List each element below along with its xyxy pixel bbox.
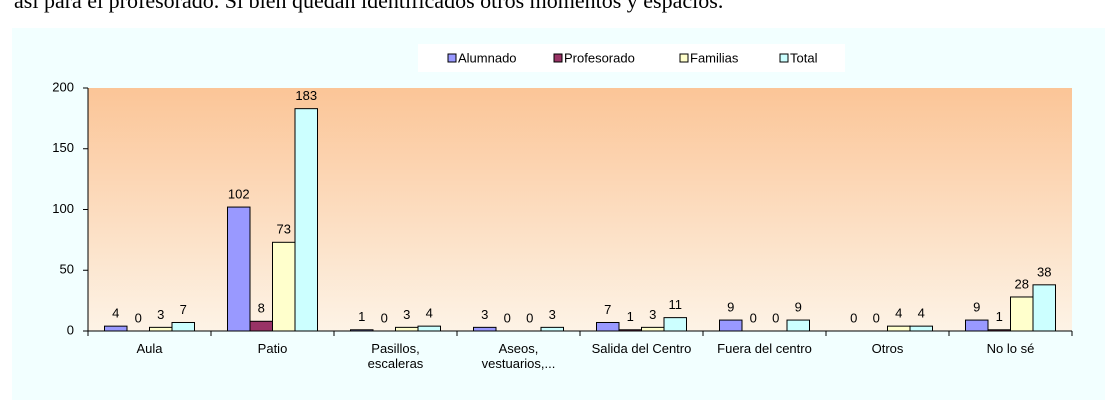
bar [719,319,743,332]
legend-label: Total [790,50,818,65]
data-label: 3 [157,307,164,322]
bar [540,326,564,332]
bar [618,329,642,332]
legend-swatch [679,53,689,63]
legend-swatch [553,53,563,63]
bar [249,320,273,332]
data-label: 7 [604,302,611,317]
bar [596,321,620,332]
x-tick-label: Patio [257,341,288,356]
bar [272,241,296,332]
data-label: 3 [481,307,488,322]
plot-area [88,88,1072,331]
legend-label: Familias [690,50,739,65]
y-tick-label: 50 [60,262,74,277]
x-tick-label: Pasillos, escaleras [367,341,424,371]
bar [887,325,911,332]
bar [294,108,318,332]
x-tick-label: Salida del Centro [591,341,692,356]
data-label: 1 [358,309,365,324]
y-tick-label: 200 [52,79,74,94]
bar [965,319,989,332]
data-label: 3 [549,307,556,322]
data-label: 3 [649,307,656,322]
y-tick-label: 0 [67,322,74,337]
data-label: 0 [504,310,511,325]
data-label: 0 [526,310,533,325]
data-label: 0 [381,310,388,325]
bar [987,329,1011,332]
data-label: 11 [669,297,683,312]
data-label: 8 [258,301,265,316]
bar [104,325,128,332]
bar [350,329,374,332]
legend-box [418,44,845,72]
x-tick-label: Aseos, vestuarios,... [481,341,556,371]
bar [909,325,933,332]
data-label: 3 [403,307,410,322]
data-label: 183 [295,88,317,103]
data-label: 9 [727,300,734,315]
data-label: 0 [135,310,142,325]
bar [1032,284,1056,332]
data-label: 0 [750,310,757,325]
data-label: 0 [850,310,857,325]
data-label: 1 [627,309,634,324]
bar [663,317,687,332]
legend-swatch [779,53,789,63]
data-label: 9 [795,300,802,315]
data-label: 0 [873,310,880,325]
document-line: así para el profesorado. Si bien quedan … [14,0,724,13]
data-label: 4 [918,306,925,321]
x-tick-label: Otros [871,341,904,356]
data-label: 4 [895,306,902,321]
x-tick-label: Aula [136,341,163,356]
bar [171,321,195,332]
data-label: 73 [277,222,291,237]
legend-label: Alumnado [458,50,517,65]
bar [473,326,497,332]
bar [417,325,441,332]
y-tick-label: 150 [52,140,74,155]
data-label: 0 [772,310,779,325]
data-label: 28 [1015,276,1029,291]
data-label: 7 [180,302,187,317]
x-tick-label: No lo sé [986,341,1035,356]
bar [1010,296,1034,332]
bar [786,319,810,332]
data-label: 4 [426,306,433,321]
bar [227,206,251,332]
legend-swatch [447,53,457,63]
data-label: 102 [228,187,250,202]
bar [641,326,665,332]
data-label: 1 [996,309,1003,324]
data-label: 9 [973,300,980,315]
bar [149,326,173,332]
data-label: 38 [1037,264,1051,279]
x-tick-label: Fuera del centro [717,341,812,356]
bar [395,326,419,332]
data-label: 4 [112,306,119,321]
y-tick-label: 100 [52,201,74,216]
legend-label: Profesorado [564,50,635,65]
